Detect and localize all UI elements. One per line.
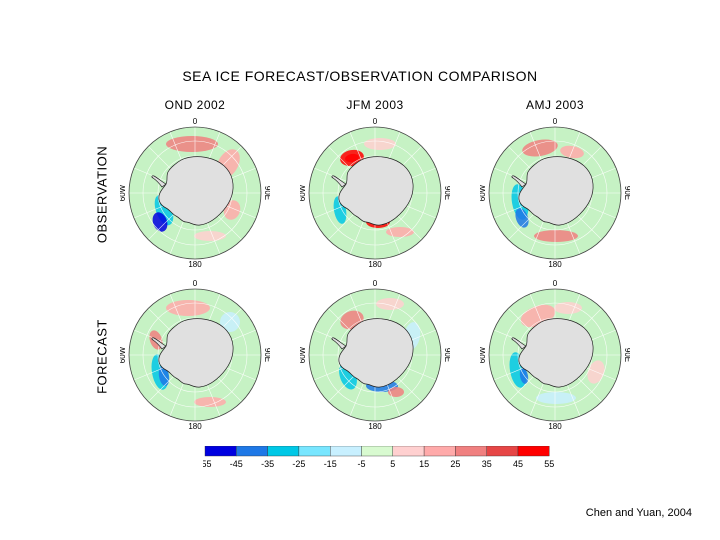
map-forecast-ond-2002: 0 180 60W 90E — [118, 279, 272, 435]
longitude-label-right: 90E — [443, 348, 450, 362]
map-forecast-amj-2003: 0 180 60W 90E — [478, 279, 632, 435]
longitude-label-top: 0 — [553, 118, 558, 126]
anomaly-patch — [166, 136, 218, 152]
antarctic-peninsula — [511, 337, 527, 350]
longitude-label-left: 60W — [120, 184, 127, 201]
longitude-label-right: 90E — [623, 186, 630, 200]
longitude-label-top: 0 — [553, 280, 558, 288]
anomaly-patch — [194, 231, 226, 241]
longitude-label-left: 60W — [300, 346, 307, 363]
longitude-label-bottom: 180 — [548, 422, 562, 430]
colorbar-label: -25 — [292, 459, 305, 469]
antarctica-landmass — [158, 156, 234, 226]
antarctica-landmass — [518, 318, 594, 388]
column-heading-jfm-2003: JFM 2003 — [346, 98, 404, 112]
colorbar-label: 25 — [450, 459, 460, 469]
map-observation-jfm-2003: 0 180 60W 90E — [298, 117, 452, 273]
map-border — [488, 126, 622, 260]
colorbar-swatch — [267, 446, 300, 457]
anomaly-patch — [223, 200, 241, 220]
column-heading-amj-2003: AMJ 2003 — [525, 98, 585, 112]
antarctica-landmass — [518, 156, 594, 226]
longitude-label-bottom: 180 — [548, 260, 562, 268]
longitude-label-bottom: 180 — [368, 422, 382, 430]
map-observation-amj-2003: 0 180 60W 90E — [478, 117, 632, 273]
longitude-label-left: 60W — [120, 346, 127, 363]
antarctica-landmass — [158, 318, 234, 388]
column-heading-ond-2002: OND 2002 — [164, 98, 226, 112]
colorbar-label: 15 — [419, 459, 429, 469]
row-label-observation: OBSERVATION — [94, 145, 110, 244]
longitude-label-left: 60W — [300, 184, 307, 201]
anomaly-patch — [386, 227, 414, 237]
map-border — [128, 126, 262, 260]
longitude-label-bottom: 180 — [368, 260, 382, 268]
colorbar-swatch — [204, 446, 237, 457]
anomaly-patch — [364, 138, 396, 150]
antarctic-peninsula — [511, 175, 527, 188]
anomaly-patch — [522, 139, 558, 157]
colorbar-label: -45 — [230, 459, 243, 469]
anomaly-patch — [388, 387, 404, 397]
longitude-label-bottom: 180 — [188, 422, 202, 430]
longitude-label-right: 90E — [263, 348, 270, 362]
anomaly-patch — [345, 153, 359, 163]
figure-title: SEA ICE FORECAST/OBSERVATION COMPARISON — [182, 68, 538, 84]
colorbar-swatch — [298, 446, 331, 457]
anomaly-patch — [376, 298, 404, 310]
map-border — [128, 288, 262, 422]
row-label-forecast: FORECAST — [94, 319, 110, 394]
anomaly-patch — [220, 312, 240, 332]
colorbar-swatch — [486, 446, 519, 457]
colorbar-swatch — [361, 446, 393, 457]
longitude-label-top: 0 — [373, 118, 378, 126]
antarctic-peninsula — [331, 175, 347, 188]
map-border — [488, 288, 622, 422]
anomaly-patch — [166, 300, 210, 316]
colorbar-label: -35 — [261, 459, 274, 469]
antarctic-peninsula — [151, 175, 167, 188]
longitude-label-right: 90E — [623, 348, 630, 362]
longitude-label-top: 0 — [193, 118, 198, 126]
colorbar-label: -5 — [357, 459, 365, 469]
colorbar-label: 35 — [482, 459, 492, 469]
colorbar-swatch — [236, 446, 268, 457]
colorbar-label: 5 — [390, 459, 395, 469]
antarctic-peninsula — [151, 337, 167, 350]
colorbar-label: -15 — [324, 459, 337, 469]
anomaly-patch — [194, 397, 226, 407]
longitude-label-right: 90E — [443, 186, 450, 200]
longitude-label-top: 0 — [193, 280, 198, 288]
colorbar-swatch — [392, 446, 425, 457]
colorbar-swatch — [329, 446, 362, 457]
colorbar-label: 45 — [513, 459, 523, 469]
colorbar-label: -55 — [203, 459, 212, 469]
map-border — [308, 126, 442, 260]
antarctic-peninsula — [331, 337, 347, 350]
colorbar-label: 55 — [544, 459, 554, 469]
map-border — [308, 288, 442, 422]
longitude-label-right: 90E — [263, 186, 270, 200]
anomaly-patch — [536, 392, 576, 404]
anomaly-patch — [554, 302, 582, 314]
antarctica-landmass — [338, 156, 414, 226]
longitude-label-top: 0 — [373, 280, 378, 288]
colorbar-swatch — [455, 446, 487, 457]
colorbar-swatch — [517, 446, 550, 457]
colorbar-swatch — [423, 446, 456, 457]
antarctica-landmass — [338, 318, 414, 388]
map-forecast-jfm-2003: 0 180 60W 90E — [298, 279, 452, 435]
anomaly-patch — [534, 230, 578, 242]
longitude-label-left: 60W — [480, 346, 487, 363]
longitude-label-left: 60W — [480, 184, 487, 201]
longitude-label-bottom: 180 — [188, 260, 202, 268]
credit-text: Chen and Yuan, 2004 — [585, 507, 692, 519]
anomaly-patch — [152, 212, 168, 232]
map-observation-ond-2002: 0 180 60W 90E — [118, 117, 272, 273]
